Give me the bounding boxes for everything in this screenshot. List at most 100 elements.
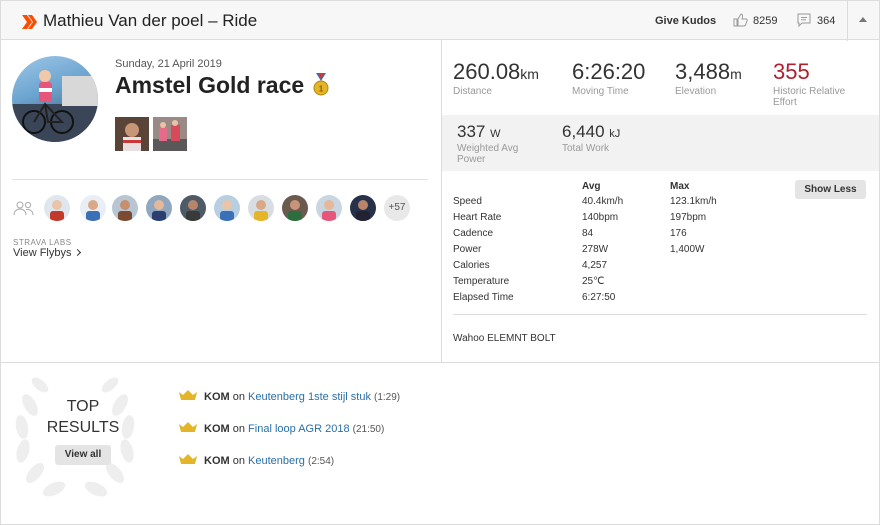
activity-title: Amstel Gold race	[115, 72, 305, 98]
stat-row-avg: 278W	[582, 244, 609, 255]
group-athlete-avatar[interactable]	[180, 195, 206, 221]
kom-on-text: on	[232, 423, 245, 435]
elevation-value: 3,488	[675, 59, 731, 84]
left-divider	[12, 179, 428, 180]
stat-elevation: 3,488m Elevation	[675, 59, 742, 97]
thumbs-up-icon[interactable]	[732, 12, 748, 28]
kudos-count: 8259	[753, 15, 778, 27]
kom-crown-icon	[179, 390, 197, 400]
view-all-button[interactable]: View all	[55, 445, 111, 465]
stat-row-label: Power	[453, 244, 482, 255]
give-kudos-button[interactable]: Give Kudos	[655, 15, 717, 27]
stat-row-label: Speed	[453, 196, 482, 207]
athlete-avatar[interactable]	[12, 56, 98, 142]
stat-row: Heart Rate 140bpm 197bpm	[453, 212, 873, 228]
group-ride-icon	[13, 201, 34, 216]
stat-weighted-power: 337 W Weighted Avg Power	[457, 122, 518, 165]
show-less-button[interactable]: Show Less	[795, 180, 866, 199]
group-athlete-avatar[interactable]	[80, 195, 106, 221]
kom-result: KOM on Keutenberg 1ste stijl stuk (1:29)	[178, 389, 400, 405]
weighted-power-label: Weighted Avg Power	[457, 143, 519, 165]
stat-row-avg: 84	[582, 228, 594, 239]
stat-row-avg: 6:27:50	[582, 292, 616, 303]
kom-crown-icon	[179, 454, 197, 464]
top-results-title: TOP RESULTS	[46, 398, 120, 436]
avatar-photo	[12, 70, 98, 142]
avg-column-header: Avg	[582, 181, 601, 192]
distance-label: Distance	[453, 86, 492, 97]
device-name: Wahoo ELEMNT BOLT	[453, 333, 556, 344]
weighted-power-unit: W	[490, 128, 501, 140]
activity-date: Sunday, 21 April 2019	[115, 58, 222, 70]
kom-badge: KOM	[204, 455, 230, 467]
relative-effort-value: 355	[773, 59, 810, 84]
stat-row-max: 123.1km/h	[670, 196, 717, 207]
details-divider	[453, 314, 867, 315]
stat-row-avg: 25℃	[582, 276, 605, 287]
group-athlete-avatar[interactable]	[316, 195, 342, 221]
stat-row: Calories 4,257	[453, 260, 873, 276]
section-divider	[0, 362, 880, 363]
stat-distance: 260.08km Distance	[453, 59, 539, 97]
stat-row: Power 278W 1,400W	[453, 244, 873, 260]
elevation-unit: m	[730, 66, 742, 82]
kom-result: KOM on Final loop AGR 2018 (21:50)	[178, 421, 384, 437]
total-work-label: Total Work	[562, 143, 610, 154]
group-athlete-avatar[interactable]	[112, 195, 138, 221]
stat-row-label: Cadence	[453, 228, 494, 239]
stat-row-avg: 4,257	[582, 260, 608, 271]
segment-link[interactable]: Keutenberg	[248, 455, 305, 467]
stat-row-label: Temperature	[453, 276, 510, 287]
moving-time-value: 6:26:20	[572, 59, 646, 84]
laurel-wreath-icon	[15, 377, 135, 497]
strava-labs-label: STRAVA LABS	[13, 238, 72, 247]
stat-row: Cadence 84 176	[453, 228, 873, 244]
total-work-unit: kJ	[609, 128, 621, 140]
photo-thumbnail	[115, 117, 149, 151]
kom-on-text: on	[232, 391, 245, 403]
stat-row: Speed 40.4km/h 123.1km/h	[453, 196, 873, 212]
collapse-caret-icon[interactable]	[859, 17, 867, 22]
stat-row: Elapsed Time 6:27:50	[453, 292, 873, 308]
group-athlete-avatar[interactable]	[146, 195, 172, 221]
max-column-header: Max	[670, 181, 690, 192]
kom-badge: KOM	[204, 423, 230, 435]
view-flybys-label[interactable]: View Flybys	[13, 247, 72, 259]
comment-count: 364	[817, 15, 836, 27]
moving-time-label: Moving Time	[572, 86, 629, 97]
activity-photo[interactable]	[153, 117, 187, 151]
stat-row-max: 1,400W	[670, 244, 705, 255]
more-athletes-badge[interactable]: +57	[384, 195, 410, 221]
stat-row-label: Elapsed Time	[453, 292, 514, 303]
kom-on-text: on	[232, 455, 245, 467]
kom-crown-icon	[179, 422, 197, 432]
stat-row-avg: 40.4km/h	[582, 196, 624, 207]
svg-text:1: 1	[319, 85, 324, 94]
activity-photo[interactable]	[115, 117, 149, 151]
total-work-value: 6,440	[562, 122, 605, 141]
segment-time: (21:50)	[352, 424, 385, 435]
group-athlete-avatar[interactable]	[248, 195, 274, 221]
group-athlete-avatar[interactable]	[214, 195, 240, 221]
stat-moving-time: 6:26:20 Moving Time	[572, 59, 645, 97]
stat-row-label: Heart Rate	[453, 212, 502, 223]
photo-thumbnail	[153, 117, 187, 151]
segment-link[interactable]: Final loop AGR 2018	[248, 423, 350, 435]
elevation-label: Elevation	[675, 86, 717, 97]
distance-unit: km	[520, 66, 539, 82]
stat-total-work: 6,440 kJ Total Work	[562, 122, 620, 154]
group-athlete-avatar[interactable]	[282, 195, 308, 221]
segment-time: (1:29)	[374, 392, 401, 403]
stat-relative-effort[interactable]: 355 Historic Relative Effort	[773, 59, 845, 108]
segment-link[interactable]: Keutenberg 1ste stijl stuk	[248, 391, 371, 403]
group-athlete-avatar[interactable]	[44, 195, 70, 221]
group-athlete-avatar[interactable]	[350, 195, 376, 221]
stat-row-max: 197bpm	[670, 212, 707, 223]
stat-row: Temperature 25℃	[453, 276, 873, 292]
relative-effort-label: Historic Relative Effort	[773, 86, 846, 108]
comment-icon[interactable]	[797, 13, 811, 27]
weighted-power-value: 337	[457, 122, 486, 141]
view-flybys-link[interactable]: View Flybys	[13, 247, 82, 259]
stat-row-max: 176	[670, 228, 687, 239]
segment-time: (2:54)	[308, 456, 335, 467]
